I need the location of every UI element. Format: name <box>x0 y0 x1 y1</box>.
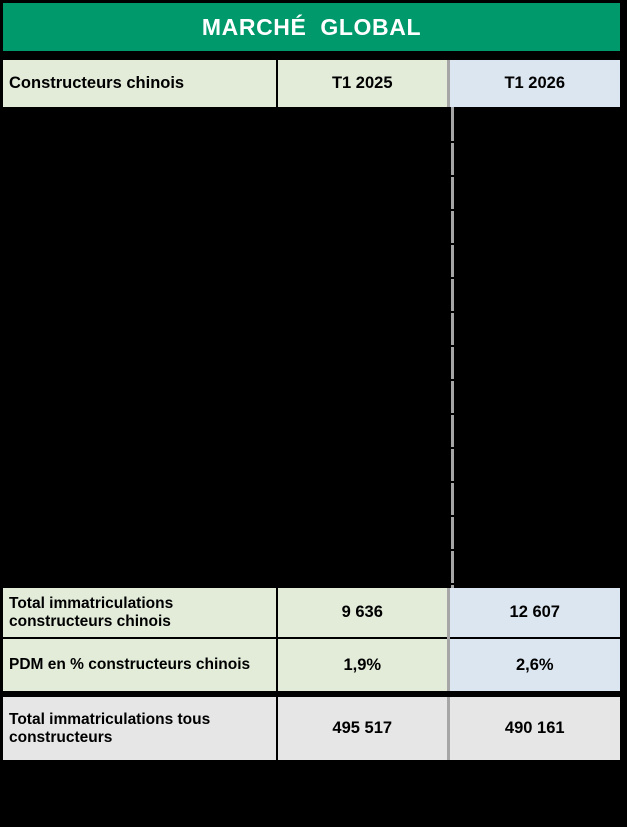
row-separator-gap <box>451 277 454 279</box>
row-value-t1-2025: 9 636 <box>278 588 447 639</box>
row-label-cell: Total immatriculations constructeurs chi… <box>3 588 278 639</box>
row-value-t1-2025: 495 517 <box>278 697 447 760</box>
table-row: PDM en % constructeurs chinois 1,9% 2,6% <box>3 639 620 691</box>
row-separator-gap <box>451 379 454 381</box>
row-separator-gap <box>451 549 454 551</box>
column-header-label: Constructeurs chinois <box>3 60 276 107</box>
page-title: MARCHÉ GLOBAL <box>201 13 422 40</box>
row-label: PDM en % constructeurs chinois <box>3 639 276 691</box>
row-label-cell: PDM en % constructeurs chinois <box>3 639 278 691</box>
row-separator-gap <box>451 447 454 449</box>
row-separator-gap <box>451 243 454 245</box>
row-value-t1-2025: 1,9% <box>278 639 447 691</box>
row-value-t1-2025-cell: 1,9% <box>277 639 450 691</box>
row-separator-gap <box>451 345 454 347</box>
row-separator-gap <box>451 481 454 483</box>
table-header: Constructeurs chinois T1 2025 T1 2026 <box>3 60 620 107</box>
panel-title-banner: MARCHÉ GLOBAL <box>3 3 620 51</box>
row-separator-gap <box>451 583 454 585</box>
row-value-t1-2026: 2,6% <box>449 639 620 691</box>
chinese-makers-totals: Total immatriculations constructeurs chi… <box>3 588 620 691</box>
row-label: Total immatriculations tous constructeur… <box>3 697 276 760</box>
row-value-t1-2026: 490 161 <box>449 697 620 760</box>
column-separator-rule <box>451 107 454 588</box>
column-header-t1-2026: T1 2026 <box>449 60 620 107</box>
row-separator-gap <box>451 141 454 143</box>
row-label: Total immatriculations constructeurs chi… <box>3 588 276 639</box>
table-row: Total immatriculations constructeurs chi… <box>3 588 620 639</box>
column-header-t1-2025-cell: T1 2025 <box>277 60 450 107</box>
column-header-label-cell: Constructeurs chinois <box>3 60 278 107</box>
row-value-t1-2026-cell: 490 161 <box>448 697 620 760</box>
row-value-t1-2026-cell: 12 607 <box>448 588 620 639</box>
row-value-t1-2025-cell: 9 636 <box>277 588 450 639</box>
row-value-t1-2025-cell: 495 517 <box>277 697 450 760</box>
row-separator-gap <box>451 413 454 415</box>
row-separator-gap <box>451 311 454 313</box>
table-header-row: Constructeurs chinois T1 2025 T1 2026 <box>3 60 620 107</box>
row-separator-gap <box>451 175 454 177</box>
row-separator-gap <box>451 209 454 211</box>
column-header-t1-2025: T1 2025 <box>278 60 447 107</box>
row-label-cell: Total immatriculations tous constructeur… <box>3 697 278 760</box>
empty-table-body <box>3 107 620 588</box>
column-header-t1-2026-cell: T1 2026 <box>448 60 620 107</box>
table-row: Total immatriculations tous constructeur… <box>3 697 620 760</box>
row-value-t1-2026-cell: 2,6% <box>448 639 620 691</box>
row-separator-gap <box>451 515 454 517</box>
row-value-t1-2026: 12 607 <box>449 588 620 639</box>
all-makers-total: Total immatriculations tous constructeur… <box>3 697 620 760</box>
